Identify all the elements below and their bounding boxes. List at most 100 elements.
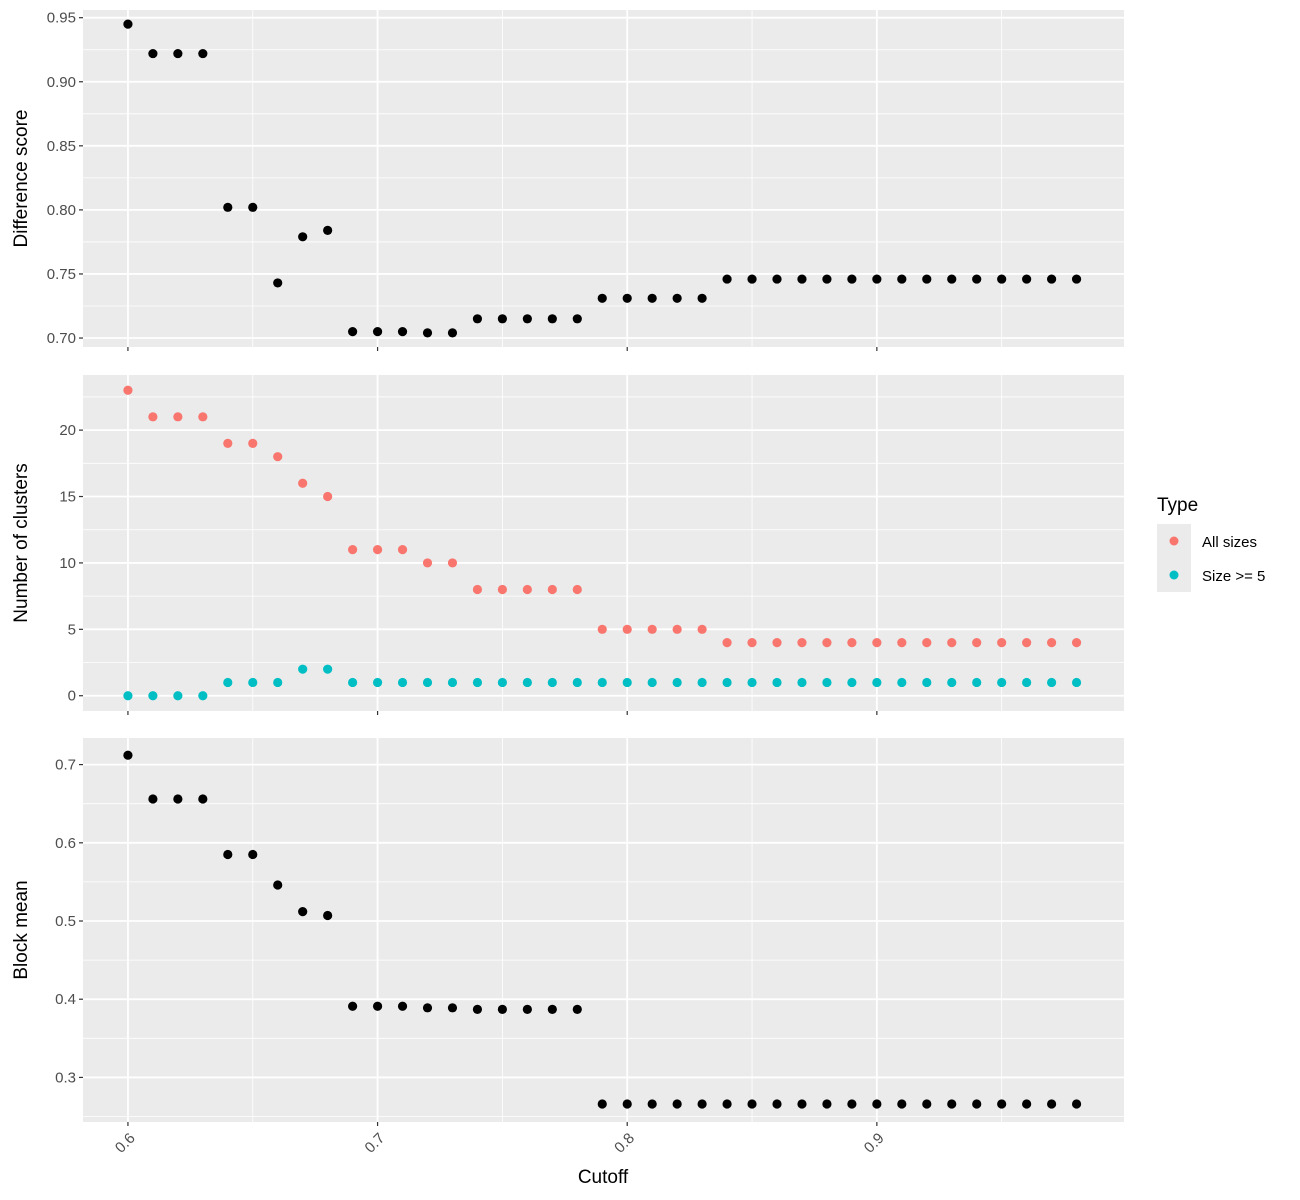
- point-all-sizes: [372, 545, 383, 555]
- point-size-5: [547, 677, 557, 688]
- point-series: [772, 1099, 782, 1109]
- point-size-5: [797, 677, 807, 688]
- point-series: [273, 278, 283, 288]
- point-size-5: [922, 677, 932, 688]
- point-series: [672, 293, 682, 303]
- point-series: [847, 1099, 857, 1109]
- legend-key-size-5: [1169, 570, 1179, 580]
- point-size-5: [722, 677, 732, 688]
- point-series: [472, 314, 483, 324]
- point-size-5: [847, 677, 857, 688]
- point-series: [497, 1004, 507, 1014]
- point-series: [747, 1099, 757, 1109]
- point-series: [173, 794, 183, 804]
- point-series: [248, 202, 258, 212]
- point-size-5: [747, 677, 757, 688]
- y-tick-label: 10: [59, 555, 76, 572]
- point-series: [397, 1001, 408, 1011]
- point-series: [797, 1099, 807, 1109]
- point-series: [597, 293, 607, 303]
- point-size-5: [872, 677, 882, 688]
- point-all-sizes: [922, 638, 932, 648]
- point-series: [1071, 1099, 1082, 1109]
- y-tick-label: 0.70: [47, 330, 76, 347]
- point-series: [372, 1001, 383, 1011]
- point-size-5: [497, 677, 507, 688]
- y-axis-title: Difference score: [11, 110, 32, 248]
- point-all-sizes: [298, 478, 308, 488]
- point-size-5: [697, 677, 707, 688]
- point-series: [597, 1099, 607, 1109]
- point-series: [797, 274, 807, 284]
- point-size-5: [647, 677, 657, 688]
- point-series: [447, 328, 458, 338]
- point-series: [647, 1099, 657, 1109]
- point-size-5: [947, 677, 957, 688]
- y-tick-label: 20: [59, 422, 76, 439]
- legend-label-all-sizes: All sizes: [1202, 534, 1257, 551]
- point-series: [1071, 274, 1082, 284]
- point-all-sizes: [248, 438, 258, 448]
- point-series: [348, 327, 358, 337]
- point-size-5: [397, 677, 408, 688]
- point-series: [622, 293, 632, 303]
- point-all-sizes: [572, 584, 582, 595]
- point-series: [897, 274, 907, 284]
- y-tick-label: 5: [68, 621, 76, 638]
- legend-label-size-5: Size >= 5: [1202, 568, 1265, 585]
- point-all-sizes: [947, 638, 957, 648]
- panel-background: [83, 738, 1124, 1122]
- point-series: [1022, 274, 1032, 284]
- point-series: [572, 314, 582, 324]
- point-size-5: [972, 677, 982, 688]
- point-size-5: [422, 677, 433, 688]
- point-all-sizes: [597, 624, 607, 634]
- y-axis-title: Number of clusters: [11, 463, 32, 622]
- point-series: [672, 1099, 682, 1109]
- point-series: [647, 293, 657, 303]
- panel-block-mean: 0.3 0.4 0.5 0.6 0.7 0.6 0.7 0.8 0.9 Block mean: [11, 738, 1124, 1157]
- point-size-5: [223, 677, 233, 688]
- point-all-sizes: [547, 584, 557, 595]
- point-size-5: [1047, 677, 1057, 688]
- point-all-sizes: [697, 624, 707, 634]
- point-all-sizes: [422, 558, 433, 568]
- point-series: [372, 327, 383, 337]
- point-size-5: [148, 691, 158, 701]
- point-size-5: [1071, 677, 1082, 688]
- point-series: [747, 274, 757, 284]
- point-series: [472, 1004, 483, 1014]
- point-series: [772, 274, 782, 284]
- y-tick-label: 0.90: [47, 74, 76, 91]
- point-all-sizes: [1047, 638, 1057, 648]
- point-series: [173, 48, 183, 59]
- point-series: [198, 794, 208, 804]
- x-tick-label: 0.9: [861, 1130, 888, 1157]
- point-series: [622, 1099, 632, 1109]
- point-all-sizes: [622, 624, 632, 634]
- y-tick-label: 0.6: [55, 835, 76, 852]
- point-series: [323, 910, 333, 921]
- panel-number-of-clusters: 0 5 10 15 20 Number of clusters: [11, 375, 1124, 715]
- point-series: [223, 202, 233, 212]
- point-all-sizes: [897, 638, 907, 648]
- point-series: [422, 328, 433, 338]
- point-series: [422, 1003, 433, 1013]
- point-all-sizes: [148, 412, 158, 422]
- point-series: [572, 1004, 582, 1014]
- point-all-sizes: [1071, 638, 1082, 648]
- point-series: [348, 1001, 358, 1011]
- point-series: [198, 48, 208, 59]
- point-series: [972, 1099, 982, 1109]
- point-all-sizes: [997, 638, 1007, 648]
- point-series: [1022, 1099, 1032, 1109]
- point-series: [897, 1099, 907, 1109]
- point-series: [123, 19, 133, 29]
- point-size-5: [997, 677, 1007, 688]
- x-tick-label: 0.6: [112, 1130, 139, 1157]
- point-size-5: [597, 677, 607, 688]
- point-all-sizes: [822, 638, 832, 648]
- point-series: [148, 794, 158, 804]
- point-size-5: [273, 677, 283, 688]
